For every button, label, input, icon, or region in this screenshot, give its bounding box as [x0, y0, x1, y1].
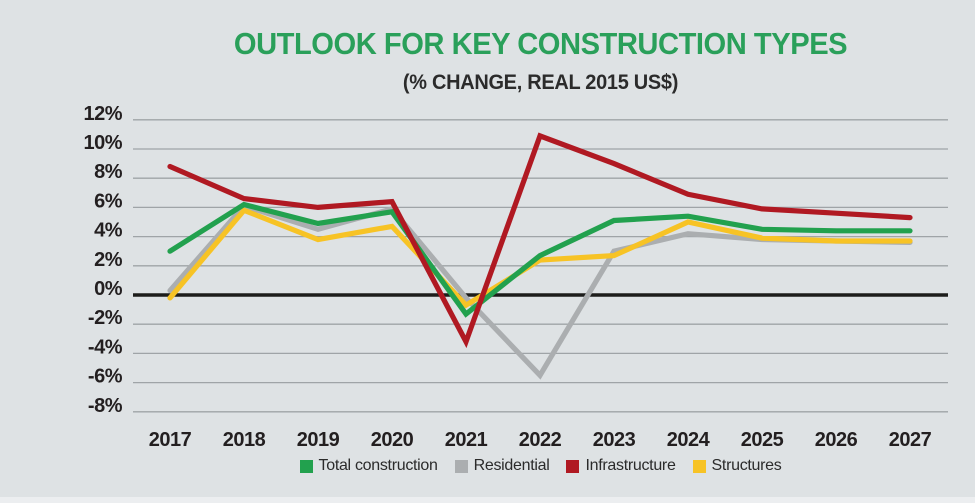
series-line-infrastructure	[167, 132, 913, 349]
x-tick-label-2020: 2020	[371, 429, 414, 451]
x-tick-label-2018: 2018	[223, 429, 266, 451]
legend-swatch-total-construction	[299, 459, 313, 473]
bottom-strip	[0, 497, 975, 503]
y-tick-label-2pct: 2%	[94, 249, 123, 271]
legend-label-total-construction: Total construction	[318, 457, 438, 474]
legend-label-residential: Residential	[473, 457, 550, 474]
y-tick-label--6pct: -6%	[88, 366, 123, 388]
series-line-structures	[167, 207, 913, 309]
x-tick-label-2021: 2021	[445, 429, 488, 451]
legend-label-structures: Structures	[711, 457, 782, 474]
legend-item-structures: Structures	[692, 457, 782, 475]
chart-header: OUTLOOK FOR KEY CONSTRUCTION TYPES (% CH…	[133, 0, 948, 95]
x-tick-label-2027: 2027	[889, 429, 932, 451]
x-tick-label-2023: 2023	[593, 429, 636, 451]
y-tick-label-12pct: 12%	[83, 103, 122, 125]
legend-item-total-construction: Total construction	[299, 457, 438, 475]
x-tick-label-2017: 2017	[149, 429, 192, 451]
series-line-total-construction	[167, 201, 913, 318]
chart-subtitle: (% CHANGE, REAL 2015 US$)	[402, 71, 679, 94]
y-tick-label-10pct: 10%	[83, 132, 122, 154]
legend-swatch-structures	[692, 459, 706, 473]
y-tick-label--2pct: -2%	[88, 307, 123, 329]
y-tick-label-4pct: 4%	[94, 220, 123, 242]
y-tick-label--8pct: -8%	[88, 395, 123, 417]
y-tick-label-0pct: 0%	[94, 278, 123, 300]
y-tick-label-8pct: 8%	[94, 161, 123, 183]
chart-title: OUTLOOK FOR KEY CONSTRUCTION TYPES	[233, 26, 848, 61]
x-tick-label-2019: 2019	[297, 429, 340, 451]
legend-swatch-residential	[454, 459, 468, 473]
y-tick-label--4pct: -4%	[88, 336, 123, 358]
legend-swatch-infrastructure	[566, 459, 580, 473]
x-tick-label-2026: 2026	[815, 429, 858, 451]
legend-item-infrastructure: Infrastructure	[566, 457, 676, 475]
x-tick-label-2024: 2024	[667, 429, 711, 451]
legend-label-infrastructure: Infrastructure	[585, 457, 676, 474]
x-tick-label-2025: 2025	[741, 429, 784, 451]
y-tick-label-6pct: 6%	[94, 190, 123, 212]
legend-item-residential: Residential	[454, 457, 550, 475]
chart-legend: Total construction Residential Infrastru…	[133, 457, 948, 475]
x-tick-label-2022: 2022	[519, 429, 562, 451]
